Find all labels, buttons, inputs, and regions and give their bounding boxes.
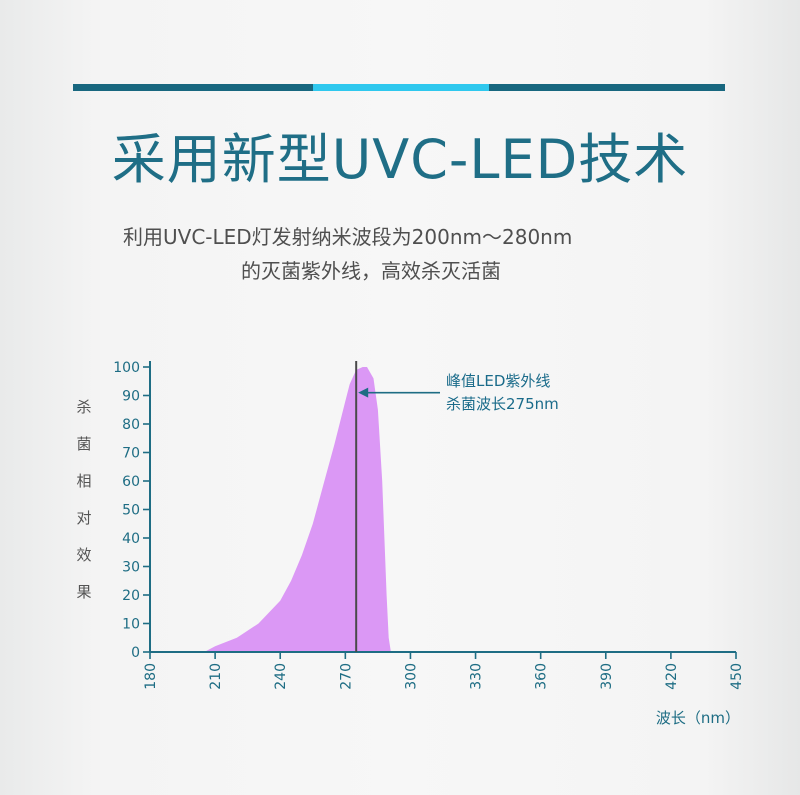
annotation-arrow-head xyxy=(358,387,369,398)
page-title: 采用新型UVC-LED技术 xyxy=(111,128,689,191)
x-tick-label: 420 xyxy=(664,663,680,690)
y-tick-label: 100 xyxy=(113,360,140,376)
y-tick-label: 50 xyxy=(122,503,140,519)
efficacy-curve xyxy=(204,367,391,652)
y-label-char: 果 xyxy=(76,583,91,601)
x-tick-label: 300 xyxy=(403,663,419,690)
chart-axes xyxy=(149,361,736,653)
x-tick-label: 330 xyxy=(469,663,485,690)
y-tick-label: 0 xyxy=(131,645,140,661)
y-axis-ticks: 0 10 20 30 40 50 60 70 80 90 100 xyxy=(113,360,150,661)
y-label-char: 相 xyxy=(76,472,91,490)
x-tick-label: 360 xyxy=(534,663,550,690)
annotation-line-2: 杀菌波长275nm xyxy=(446,395,559,413)
annotation-line-1: 峰值LED紫外线 xyxy=(446,372,550,390)
y-tick-label: 20 xyxy=(122,588,140,604)
y-label-char: 杀 xyxy=(76,398,91,416)
y-tick-label: 70 xyxy=(122,446,140,462)
y-tick-label: 90 xyxy=(122,389,140,405)
x-tick-label: 390 xyxy=(599,663,615,690)
subtitle-line-1: 利用UVC-LED灯发射纳米波段为200nm～280nm xyxy=(123,225,573,249)
y-tick-label: 80 xyxy=(122,417,140,433)
x-tick-label: 180 xyxy=(143,663,159,690)
x-tick-label: 270 xyxy=(338,663,354,690)
y-tick-label: 40 xyxy=(122,531,140,547)
x-tick-label: 450 xyxy=(729,663,745,690)
y-tick-label: 30 xyxy=(122,560,140,576)
x-axis-label: 波长（nm） xyxy=(656,709,740,727)
y-label-char: 菌 xyxy=(76,435,91,453)
subtitle-line-2: 的灭菌紫外线，高效杀灭活菌 xyxy=(241,259,501,283)
y-tick-label: 60 xyxy=(122,474,140,490)
y-tick-label: 10 xyxy=(122,617,140,633)
page-subtitle: 利用UVC-LED灯发射纳米波段为200nm～280nm 的灭菌紫外线，高效杀灭… xyxy=(123,220,723,288)
x-axis-ticks: 180 210 240 270 300 330 360 390 420 450 xyxy=(143,652,745,690)
x-tick-label: 240 xyxy=(273,663,289,690)
divider-segment-highlight xyxy=(313,84,489,91)
x-tick-label: 210 xyxy=(208,663,224,690)
efficacy-area xyxy=(204,367,391,652)
header-divider xyxy=(73,84,725,91)
divider-segment-right xyxy=(489,84,725,91)
y-label-char: 效 xyxy=(76,546,91,564)
divider-segment-left xyxy=(73,84,313,91)
y-label-char: 对 xyxy=(76,509,91,527)
